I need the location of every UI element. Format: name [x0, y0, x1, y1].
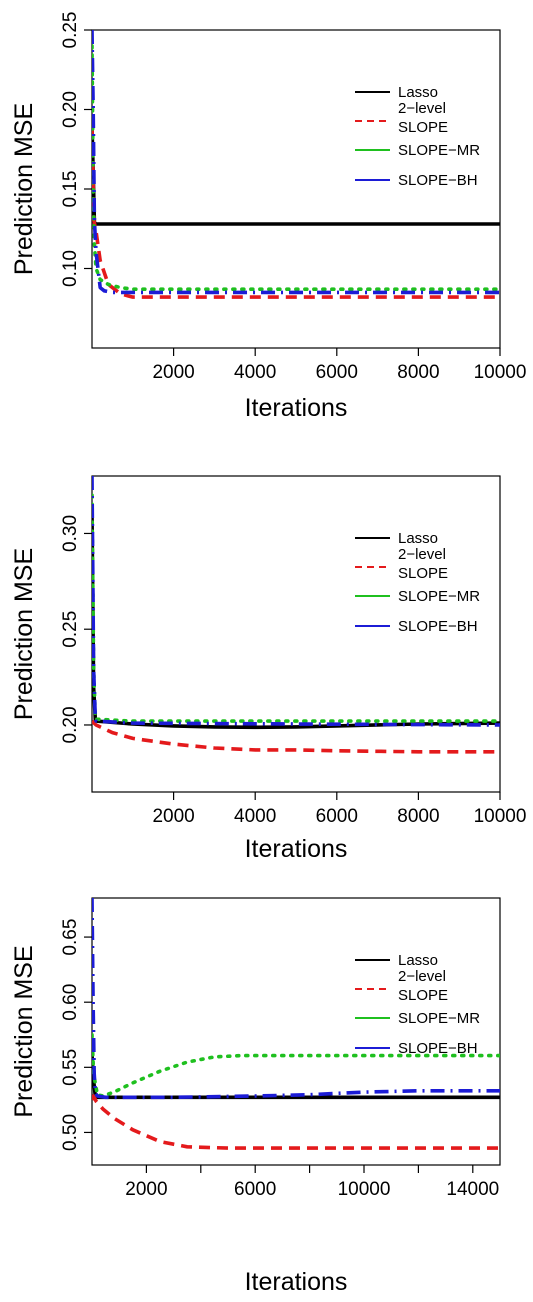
x-tick-label: 4000	[234, 806, 276, 827]
legend-label-2: 2−level SLOPE	[398, 968, 448, 1004]
y-tick-label: 0.20	[60, 91, 81, 128]
x-axis-title: Iterations	[245, 835, 348, 863]
x-tick-label: 4000	[234, 362, 276, 383]
y-axis-title: Prediction MSE	[10, 548, 38, 720]
y-axis-title: Prediction MSE	[10, 945, 38, 1117]
y-axis-title: Prediction MSE	[10, 103, 38, 275]
legend-label-1: Lasso	[398, 84, 438, 101]
x-tick-label: 10000	[474, 806, 527, 827]
y-tick-label: 0.30	[60, 515, 81, 552]
y-tick-label: 0.10	[60, 250, 81, 287]
x-tick-label: 6000	[234, 1179, 276, 1200]
series-line-3	[92, 44, 500, 291]
y-tick-label: 0.20	[60, 706, 81, 743]
x-tick-label: 8000	[397, 806, 439, 827]
series-line-4	[92, 476, 500, 727]
series-line-3	[92, 493, 500, 723]
y-tick-label: 0.15	[60, 171, 81, 208]
series-group	[92, 898, 500, 1150]
chart-1: 2000 4000 6000 8000 10000 0.10 0.15 0.20 0.25 Ite…	[10, 12, 527, 422]
y-tick-label: 0.25	[60, 611, 81, 648]
x-axis-title: Iterations	[245, 1268, 348, 1296]
series-group	[92, 30, 500, 299]
x-tick-label: 2000	[152, 806, 194, 827]
x-axis-title: Iterations	[245, 394, 348, 422]
series-line-3	[92, 1033, 500, 1098]
x-tick-label: 14000	[446, 1179, 499, 1200]
y-tick-label: 0.55	[60, 1049, 81, 1086]
plot-frame	[91, 29, 501, 349]
chart-3: 2000 6000 10000 14000 0.50 0.55 0.60 0.65 Iterat…	[10, 897, 501, 1296]
chart-2: 2000 4000 6000 8000 10000 0.20 0.25 0.30 Iterati…	[10, 475, 527, 863]
series-group	[92, 476, 500, 754]
legend-label-4: SLOPE−BH	[398, 1040, 478, 1057]
series-line-2	[92, 719, 500, 754]
legend-label-4: SLOPE−BH	[398, 618, 478, 635]
legend-label-1: Lasso	[398, 530, 438, 547]
x-tick-label: 6000	[316, 362, 358, 383]
legend-label-3: SLOPE−MR	[398, 1010, 480, 1027]
legend-label-4: SLOPE−BH	[398, 172, 478, 189]
legend-label-1: Lasso	[398, 952, 438, 969]
x-tick-label: 2000	[152, 362, 194, 383]
x-tick-label: 6000	[316, 806, 358, 827]
y-tick-label: 0.25	[60, 12, 81, 49]
legend-label-2: 2−level SLOPE	[398, 100, 448, 136]
legend-label-3: SLOPE−MR	[398, 142, 480, 159]
y-tick-label: 0.65	[60, 919, 81, 956]
legend-label-2: 2−level SLOPE	[398, 546, 448, 582]
x-tick-label: 8000	[397, 362, 439, 383]
series-line-4	[92, 30, 500, 295]
legend-label-3: SLOPE−MR	[398, 588, 480, 605]
y-tick-label: 0.50	[60, 1114, 81, 1151]
x-tick-label: 10000	[338, 1179, 391, 1200]
x-tick-label: 10000	[474, 362, 527, 383]
series-line-2	[92, 1094, 500, 1150]
y-tick-label: 0.60	[60, 984, 81, 1021]
series-line-2	[92, 125, 500, 299]
x-tick-label: 2000	[125, 1179, 167, 1200]
plot-frame	[91, 897, 501, 1166]
